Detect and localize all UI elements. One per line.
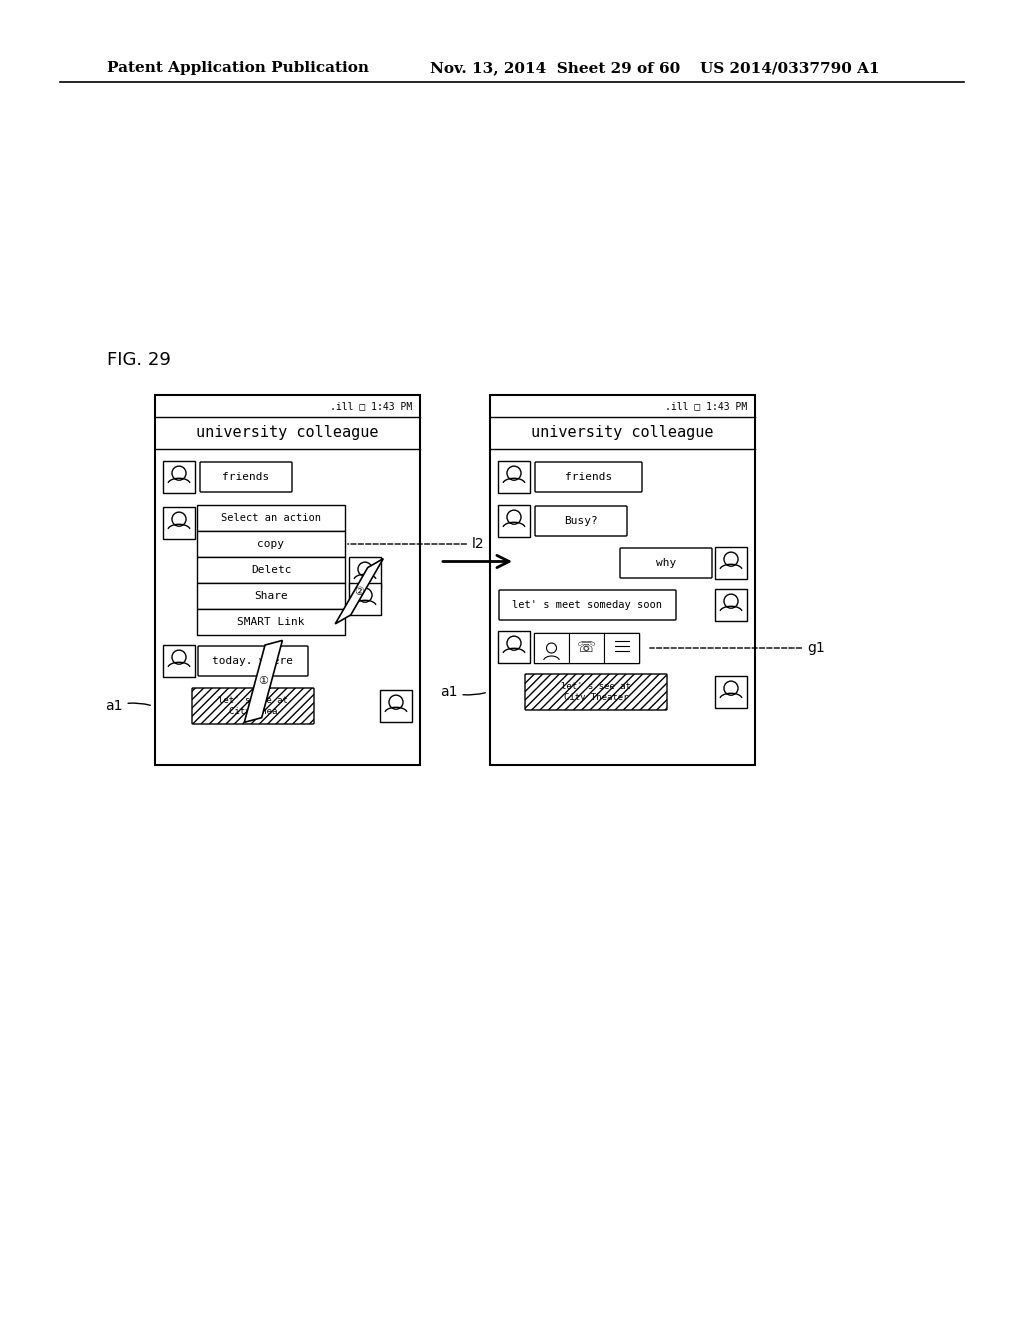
- Bar: [197, 557, 345, 583]
- Bar: [197, 609, 345, 635]
- Bar: [380, 690, 412, 722]
- Text: g1: g1: [650, 642, 824, 655]
- Text: let' s see at
City Thea: let' s see at City Thea: [218, 697, 288, 715]
- Text: .ill □ 1:43 PM: .ill □ 1:43 PM: [330, 401, 412, 411]
- Text: friends: friends: [565, 473, 612, 482]
- FancyBboxPatch shape: [535, 506, 627, 536]
- Bar: [715, 546, 746, 579]
- FancyBboxPatch shape: [193, 688, 314, 723]
- Text: SMART Link: SMART Link: [238, 616, 305, 627]
- Text: a1: a1: [105, 700, 151, 713]
- Bar: [569, 634, 604, 663]
- Text: a1: a1: [440, 685, 485, 700]
- Bar: [197, 583, 345, 609]
- Bar: [197, 531, 345, 557]
- FancyBboxPatch shape: [525, 675, 667, 710]
- Text: friends: friends: [222, 473, 269, 482]
- Bar: [163, 645, 195, 677]
- FancyBboxPatch shape: [198, 645, 308, 676]
- Bar: [155, 395, 420, 766]
- Text: Share: Share: [254, 591, 288, 601]
- Text: today. where: today. where: [213, 656, 294, 667]
- FancyBboxPatch shape: [499, 590, 676, 620]
- Bar: [498, 631, 530, 663]
- Bar: [604, 634, 639, 663]
- Text: .ill □ 1:43 PM: .ill □ 1:43 PM: [665, 401, 746, 411]
- Text: FIG. 29: FIG. 29: [106, 351, 171, 370]
- Text: ②: ②: [354, 586, 364, 597]
- FancyBboxPatch shape: [535, 462, 642, 492]
- Bar: [534, 634, 639, 663]
- Bar: [163, 507, 195, 539]
- Text: Patent Application Publication: Patent Application Publication: [106, 61, 369, 75]
- FancyBboxPatch shape: [620, 548, 712, 578]
- Bar: [715, 676, 746, 708]
- Bar: [498, 506, 530, 537]
- Text: why: why: [656, 558, 676, 568]
- Text: Select an action: Select an action: [221, 513, 321, 523]
- Text: Deletc: Deletc: [251, 565, 291, 576]
- Bar: [197, 506, 345, 531]
- Text: ①: ①: [258, 676, 268, 686]
- Text: university colleague: university colleague: [197, 425, 379, 441]
- Bar: [349, 557, 381, 589]
- Bar: [490, 395, 755, 766]
- Text: Busy?: Busy?: [564, 516, 598, 525]
- Text: let' s meet someday soon: let' s meet someday soon: [512, 601, 663, 610]
- Text: let' s see at
City Theater: let' s see at City Theater: [561, 682, 631, 702]
- Bar: [498, 461, 530, 492]
- Bar: [715, 589, 746, 620]
- FancyBboxPatch shape: [200, 462, 292, 492]
- Text: l2: l2: [348, 537, 484, 550]
- Bar: [534, 634, 569, 663]
- Polygon shape: [245, 640, 283, 722]
- Bar: [163, 461, 195, 492]
- Text: ☏: ☏: [577, 640, 596, 656]
- Polygon shape: [335, 558, 383, 624]
- Text: university colleague: university colleague: [531, 425, 714, 441]
- Bar: [349, 583, 381, 615]
- Text: US 2014/0337790 A1: US 2014/0337790 A1: [700, 61, 880, 75]
- Text: copy: copy: [257, 539, 285, 549]
- Text: Nov. 13, 2014  Sheet 29 of 60: Nov. 13, 2014 Sheet 29 of 60: [430, 61, 680, 75]
